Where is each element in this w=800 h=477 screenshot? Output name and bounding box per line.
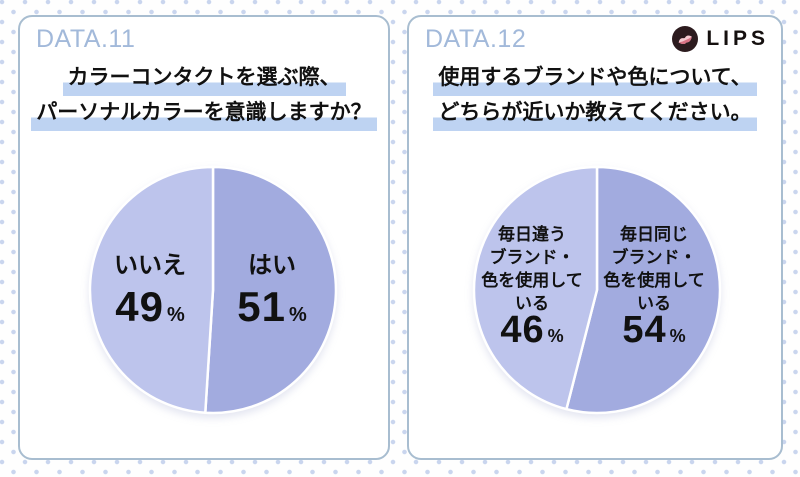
slice-label-same-brand: 毎日同じ ブランド・ 色を使用して いる 54% [589, 223, 719, 351]
pie-chart-data12: 毎日違う ブランド・ 色を使用して いる 46% 毎日同じ ブランド・ 色を使用… [472, 165, 722, 415]
panel-header: DATA.11 [36, 25, 136, 53]
pie-slice [472, 165, 599, 411]
survey-question: 使用するブランドや色について、 どちらが近いか教えてください。 [409, 61, 781, 131]
brand-name: LIPS [706, 27, 769, 50]
pie-svg [88, 165, 338, 415]
slice-name-line: いる [637, 294, 671, 313]
slice-name: はい [248, 252, 296, 279]
slice-name-line: 色を使用して [603, 271, 705, 290]
pie-chart-data11: いいえ 49% はい 51% [88, 165, 338, 415]
survey-question: カラーコンタクトを選ぶ際、 パーソナルカラーを意識しますか？ [20, 61, 388, 131]
slice-value: 49% [115, 283, 185, 330]
panel-data11: DATA.11 カラーコンタクトを選ぶ際、 パーソナルカラーを意識しますか？ い… [18, 15, 390, 460]
lips-kiss-mark-icon [672, 26, 699, 52]
pie-slice [88, 165, 215, 415]
slice-value: 46% [500, 309, 564, 351]
panel-data12: DATA.12 LIPS 使用するブランドや色について、 どちらが近いか教えてく… [407, 15, 783, 460]
question-line-1: 使用するブランドや色について、 [433, 61, 757, 96]
pie-slice [204, 165, 338, 415]
slice-name-line: 色を使用して [481, 271, 583, 290]
panel-header: DATA.12 [425, 25, 527, 53]
slice-label-yes: はい 51% [210, 251, 334, 331]
slice-name-line: いる [515, 294, 549, 313]
slice-value: 54% [622, 309, 686, 351]
slice-name-line: 毎日同じ [620, 225, 688, 244]
brand-logo: LIPS [671, 25, 769, 53]
slice-name-line: ブランド・ [489, 248, 575, 267]
pie-svg [472, 165, 722, 415]
pie-slice [565, 165, 722, 415]
slice-name: いいえ [114, 252, 186, 279]
question-line-2: どちらが近いか教えてください。 [433, 96, 757, 131]
question-line-1: カラーコンタクトを選ぶ際、 [62, 61, 346, 96]
slice-value: 51% [237, 283, 307, 330]
slice-label-no: いいえ 49% [88, 251, 212, 331]
slice-name-line: 毎日違う [498, 225, 566, 244]
slice-name-line: ブランド・ [611, 248, 697, 267]
slice-label-different-brand: 毎日違う ブランド・ 色を使用して いる 46% [467, 223, 597, 351]
question-line-2: パーソナルカラーを意識しますか？ [31, 96, 377, 131]
